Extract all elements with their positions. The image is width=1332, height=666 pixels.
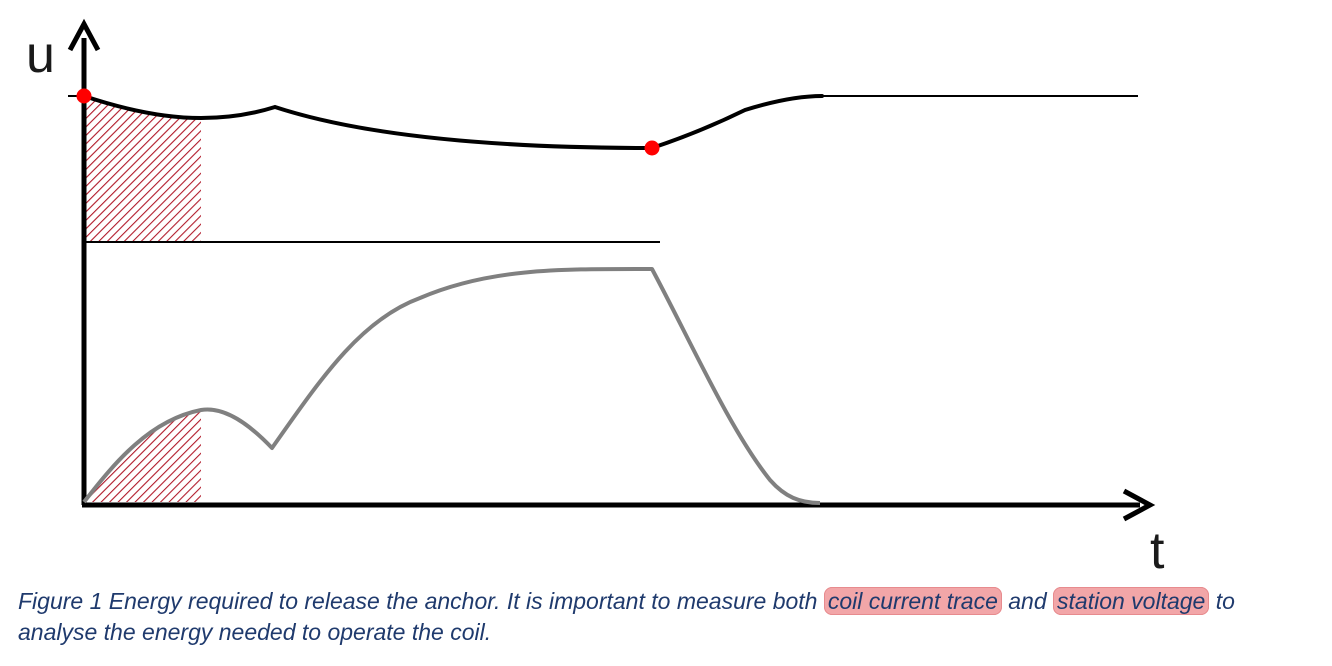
x-axis-arrow-icon [1122, 488, 1156, 522]
caption-text-part2: and [1008, 588, 1047, 614]
caption-highlight-coil-current: coil current trace [823, 587, 1002, 615]
voltage-recovery-marker [644, 140, 660, 156]
y-axis-label: u [26, 26, 55, 84]
energy-diagram: u t [26, 18, 1165, 580]
y-axis-arrow-icon [67, 18, 101, 52]
caption-text-part1: Figure 1 Energy required to release the … [18, 588, 818, 614]
voltage-start-marker [76, 88, 92, 104]
voltage-energy-area [84, 96, 201, 242]
current-energy-area [84, 410, 201, 502]
voltage-curve [82, 94, 824, 151]
current-curve [82, 266, 821, 505]
figure-caption: Figure 1 Energy required to release the … [18, 586, 1318, 648]
caption-text-part3: to analyse the energy needed to operate … [18, 588, 1235, 645]
caption-highlight-station-voltage: station voltage [1053, 587, 1210, 615]
x-axis-label: t [1150, 522, 1165, 580]
